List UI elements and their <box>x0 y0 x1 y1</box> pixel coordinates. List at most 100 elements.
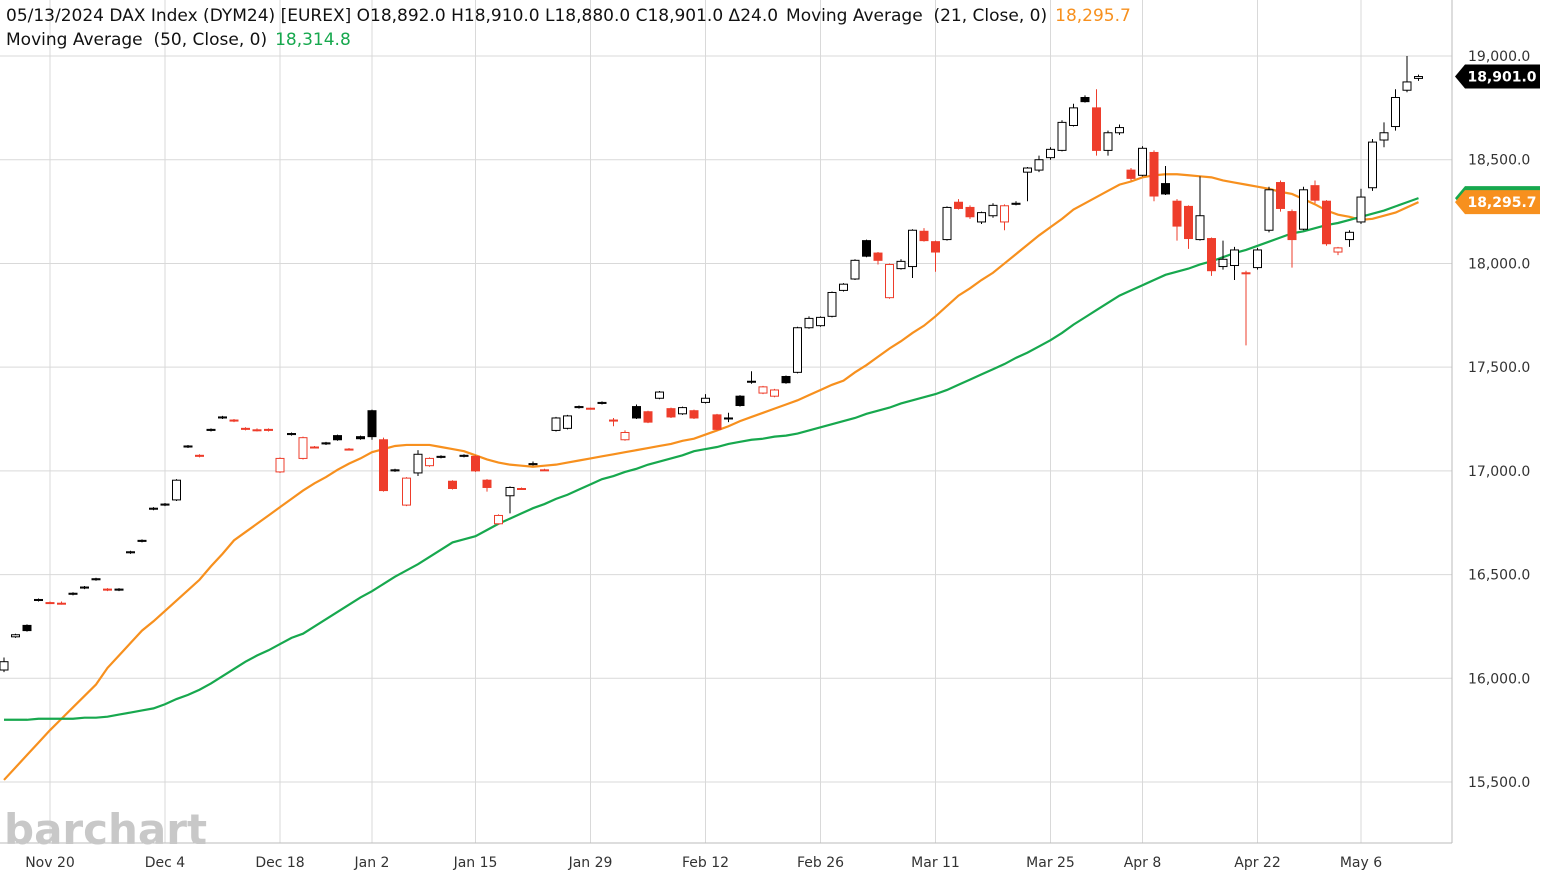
candle-body <box>781 375 791 384</box>
candle-body <box>333 435 342 441</box>
x-tick-label: Mar 11 <box>911 855 960 871</box>
candle-body <box>206 428 216 431</box>
candle-body <box>1023 167 1032 173</box>
candle-body <box>551 417 561 431</box>
header-line: Moving Average (50, Close, 0) 18,314.8 <box>6 30 351 50</box>
candle-body <box>597 401 607 404</box>
legend-value: 18,295.7 <box>1055 6 1131 26</box>
candle-body <box>1092 107 1101 151</box>
x-tick-label: Feb 26 <box>797 855 844 871</box>
candle-body <box>827 291 837 317</box>
candle-body <box>1207 238 1216 272</box>
candle-body <box>402 477 411 506</box>
candle-body <box>218 416 227 419</box>
candle-body <box>517 488 526 491</box>
candle-body <box>137 539 147 542</box>
watermark: barchart <box>4 805 207 854</box>
candle-body <box>620 431 630 441</box>
candle-body <box>241 427 250 430</box>
candle-body <box>1034 159 1044 171</box>
candle-body <box>885 263 894 299</box>
candle-body <box>367 410 377 438</box>
candle-body <box>80 586 89 589</box>
candle-body <box>1414 76 1423 79</box>
candle-body <box>57 602 66 605</box>
price-badge <box>1455 64 1540 89</box>
candle-body <box>448 480 457 490</box>
candle-body <box>1103 132 1113 151</box>
x-tick-label: Jan 2 <box>354 855 390 871</box>
candle-body <box>22 624 32 632</box>
candle-body <box>34 598 43 602</box>
candle-body <box>1126 169 1136 179</box>
candle-body <box>770 389 779 397</box>
y-tick-label: 15,500.0 <box>1468 775 1530 791</box>
candle-body <box>1299 189 1308 230</box>
legend-entry: Moving Average (50, Close, 0) <box>6 30 267 50</box>
candle-body <box>252 429 262 432</box>
candle-body <box>574 406 584 409</box>
candle-body <box>804 317 814 329</box>
candle-body <box>1057 121 1067 151</box>
candle-body <box>724 417 733 420</box>
candle-body <box>965 206 975 218</box>
candle-body <box>839 283 848 291</box>
candle-body <box>1195 215 1205 241</box>
candle-body <box>471 455 480 472</box>
candle-body <box>1391 96 1400 128</box>
candle-body <box>172 479 181 501</box>
y-tick-label: 19,000.0 <box>1468 49 1530 65</box>
candle-body <box>816 316 825 327</box>
candle-body <box>482 479 492 488</box>
x-tick-label: May 6 <box>1340 855 1382 871</box>
legend-value: 18,314.8 <box>275 30 351 50</box>
x-tick-label: Jan 15 <box>453 855 498 871</box>
moving-average-line <box>4 197 1419 721</box>
x-tick-label: Nov 20 <box>25 855 75 871</box>
candle-body <box>1115 127 1124 134</box>
candle-body <box>1230 249 1239 267</box>
candle-body <box>264 428 273 431</box>
candle-body <box>712 414 722 430</box>
legend-entry: Moving Average (21, Close, 0) <box>786 6 1047 26</box>
candle-body <box>1333 247 1343 253</box>
candle-body <box>1011 202 1021 205</box>
candle-body <box>1287 211 1297 241</box>
candle-body <box>425 457 434 467</box>
candle-body <box>931 241 940 253</box>
candle-body <box>379 439 388 492</box>
y-tick-label: 18,000.0 <box>1468 256 1530 272</box>
candle-body <box>1069 107 1078 126</box>
candle-body <box>344 448 354 451</box>
candle-body <box>91 578 101 581</box>
y-tick-label: 18,500.0 <box>1468 153 1530 169</box>
candle-body <box>1276 182 1285 209</box>
candle-body <box>1264 189 1274 231</box>
candle-body <box>632 406 641 419</box>
candle-body <box>11 634 20 638</box>
candle-body <box>1241 272 1251 275</box>
candle-body <box>160 503 170 506</box>
candle-body <box>505 486 515 497</box>
candle-body <box>528 463 538 466</box>
candle-body <box>919 230 929 242</box>
candle-body <box>1172 200 1182 227</box>
candle-body <box>908 229 917 268</box>
candle-body <box>1379 132 1389 141</box>
x-tick-label: Jan 29 <box>568 855 613 871</box>
candle-body <box>126 551 135 554</box>
ma-badge-label: 18,295.7 <box>1467 195 1536 211</box>
candle-body <box>850 259 860 280</box>
candle-body <box>655 391 664 399</box>
candle-body <box>413 453 423 474</box>
x-tick-label: Dec 18 <box>255 855 304 871</box>
candle-body <box>793 327 802 373</box>
candle-body <box>689 410 699 419</box>
candle-body <box>298 437 308 459</box>
candle-body <box>1138 147 1147 176</box>
candle-body <box>356 436 365 440</box>
candle-body <box>977 212 986 223</box>
candle-body <box>666 408 676 418</box>
candle-body <box>1310 185 1320 201</box>
